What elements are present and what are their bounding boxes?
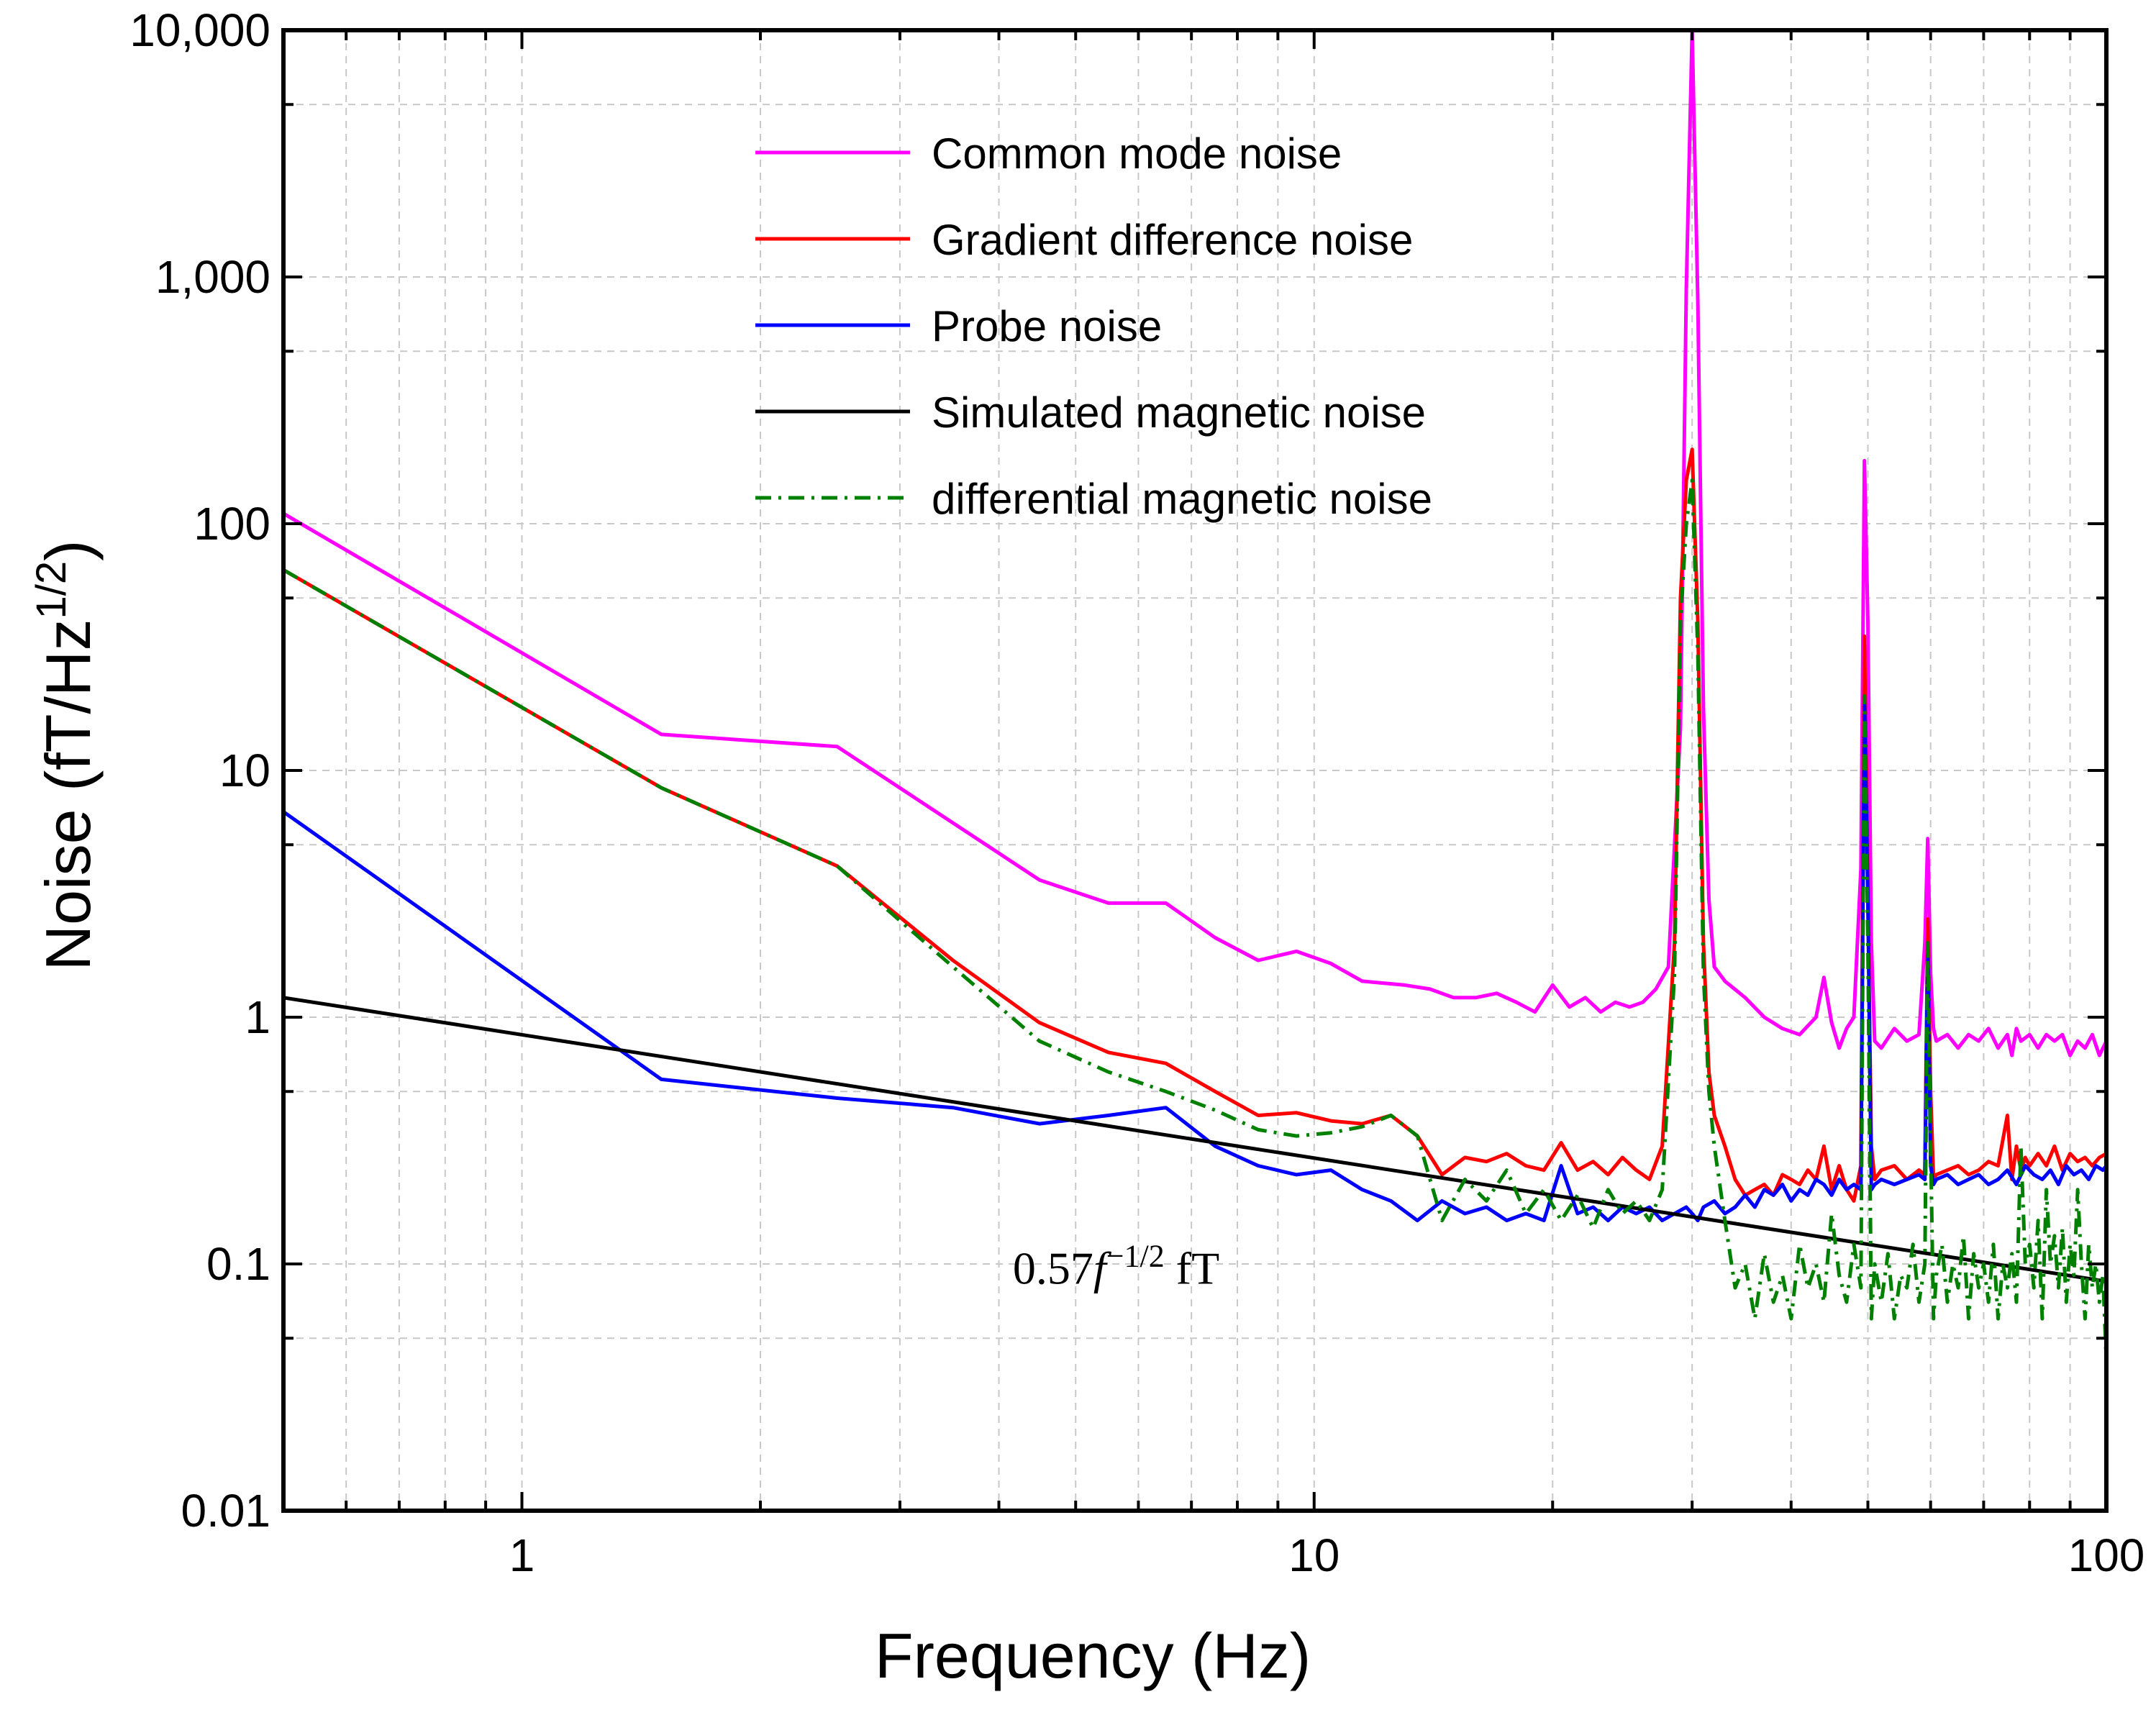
y-tick-label: 100 [194,498,270,550]
y-axis-title-main: Noise (fT/Hz [32,619,104,971]
y-axis-title-sup: 1/2 [28,561,75,619]
axis-ticks [282,29,2108,1512]
y-tick-label: 10 [219,745,270,796]
fit-annotation-unit: fT [1165,1243,1219,1294]
series-layer [283,30,2106,1363]
x-tick-label: 10 [1288,1529,1339,1581]
legend-label-3: Probe noise [932,302,1162,350]
y-tick-label: 10,000 [129,4,270,56]
y-axis-title-close: ) [32,540,104,561]
y-tick-labels: 0.01 0.1 1 10 100 1,000 10,000 [129,4,270,1537]
fit-annotation: 0.57f−1/2 fT [1013,1239,1219,1294]
legend-label-5: differential magnetic noise [932,475,1432,523]
y-tick-label: 0.01 [181,1485,270,1537]
legend-label-4: Simulated magnetic noise [932,388,1426,437]
y-tick-label: 1,000 [155,251,270,303]
fit-annotation-exp: −1/2 [1106,1239,1165,1274]
x-axis-title: Frequency (Hz) [875,1620,1311,1691]
series-line-3 [283,694,2106,1223]
x-tick-labels: 1 10 100 [509,1529,2145,1581]
series-line-4 [283,996,2106,1283]
y-axis-title: Noise (fT/Hz1/2) [28,540,104,971]
series-line-2 [283,447,2106,1203]
fit-annotation-coef: 0.57 [1013,1243,1093,1294]
series-line-1 [283,30,2106,1057]
legend-label-2: Gradient difference noise [932,216,1413,264]
y-tick-label: 1 [245,991,270,1043]
legend: Common mode noise Gradient difference noi… [755,129,1432,523]
x-tick-label: 100 [2068,1529,2145,1581]
legend-label-1: Common mode noise [932,129,1342,178]
x-tick-label: 1 [509,1529,535,1581]
series-line-5 [283,478,2106,1363]
y-tick-label: 0.1 [206,1238,270,1290]
